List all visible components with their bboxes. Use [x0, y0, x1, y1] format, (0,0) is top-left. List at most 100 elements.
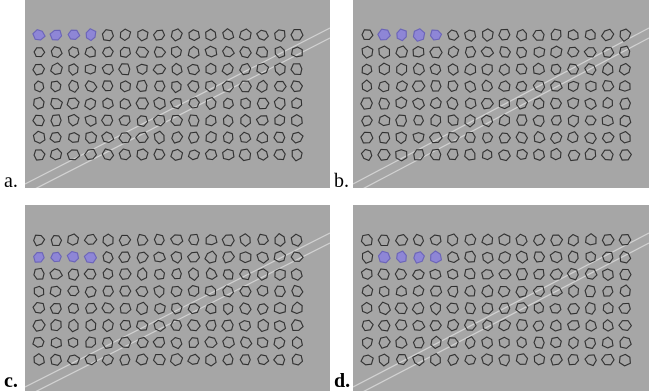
outlined-shape [412, 97, 425, 111]
outlined-shape [238, 80, 252, 93]
outlined-shape [273, 131, 286, 143]
outlined-shape [464, 29, 477, 42]
outlined-shape [171, 62, 183, 76]
outlined-shape [137, 29, 149, 42]
outlined-shape [446, 96, 459, 110]
outlined-shape [135, 97, 150, 110]
outlined-shape [532, 62, 545, 75]
outlined-shape [238, 148, 252, 162]
outlined-shape [584, 132, 597, 145]
outlined-shape [361, 29, 374, 41]
outlined-shape [430, 353, 441, 367]
outlined-shape [274, 285, 286, 298]
outlined-shape [378, 301, 391, 316]
highlighted-shape [49, 29, 63, 41]
outlined-shape [481, 79, 493, 92]
outlined-shape [274, 62, 286, 76]
outlined-shape [447, 285, 459, 298]
outlined-shape [550, 147, 562, 161]
outlined-shape [429, 302, 441, 316]
outlined-shape [377, 234, 390, 247]
outlined-shape [273, 250, 286, 263]
outlined-shape [516, 319, 529, 331]
outlined-shape [481, 336, 493, 350]
outlined-shape [221, 62, 234, 76]
outlined-shape [532, 29, 545, 41]
outlined-shape [413, 114, 424, 126]
outlined-shape [171, 267, 182, 280]
outlined-shape [619, 28, 632, 42]
outlined-shape [584, 63, 597, 76]
outlined-shape [33, 47, 46, 58]
outlined-shape [205, 267, 218, 280]
outlined-shape [482, 132, 494, 144]
outlined-shape [153, 251, 166, 263]
outlined-shape [532, 80, 546, 93]
outlined-shape [239, 251, 252, 264]
outlined-shape [533, 233, 546, 247]
outlined-shape [32, 319, 46, 332]
outlined-shape [153, 46, 167, 58]
outlined-shape [567, 250, 579, 264]
outlined-shape [118, 115, 131, 127]
outlined-shape [50, 114, 62, 127]
outlined-shape [584, 337, 597, 349]
outlined-shape [135, 320, 149, 331]
outlined-shape [135, 46, 150, 58]
outlined-shape [498, 28, 511, 41]
outlined-shape [222, 131, 234, 144]
outlined-shape [447, 251, 460, 264]
outlined-shape [170, 114, 183, 126]
outlined-shape [532, 97, 545, 110]
highlighted-shape [85, 28, 97, 42]
outlined-shape [585, 319, 597, 332]
outlined-shape [395, 335, 408, 349]
outlined-shape [481, 269, 494, 280]
outlined-shape [360, 354, 374, 366]
outlined-shape [568, 284, 580, 298]
outlined-shape [255, 115, 269, 126]
outlined-shape [171, 131, 184, 144]
outlined-shape [585, 80, 597, 93]
outlined-shape [222, 336, 235, 349]
outlined-shape [619, 149, 632, 161]
outlined-shape [377, 148, 391, 161]
outlined-shape [498, 132, 511, 144]
outlined-shape [447, 318, 460, 332]
outlined-shape [619, 268, 632, 281]
highlighted-shape [377, 28, 391, 41]
outlined-shape [256, 131, 268, 144]
outlined-shape [291, 97, 303, 109]
outlined-shape [602, 302, 614, 315]
outlined-shape [602, 286, 614, 297]
outlined-shape [618, 62, 631, 76]
outlined-shape [515, 285, 528, 298]
outlined-shape [601, 336, 614, 349]
panel-d-streak [363, 242, 649, 391]
outlined-shape [600, 149, 614, 161]
outlined-shape [84, 148, 97, 161]
outlined-shape [567, 80, 580, 92]
outlined-shape [188, 233, 200, 246]
panel-b [353, 0, 649, 188]
outlined-shape [135, 131, 149, 144]
outlined-shape [50, 46, 63, 59]
outlined-shape [481, 302, 494, 315]
outlined-shape [601, 62, 614, 76]
outlined-shape [567, 233, 579, 247]
highlighted-shape [429, 29, 443, 41]
outlined-shape [102, 46, 114, 58]
outlined-shape [498, 233, 511, 246]
outlined-shape [619, 250, 632, 264]
outlined-shape [222, 251, 235, 264]
outlined-shape [619, 97, 631, 110]
outlined-shape [50, 80, 62, 93]
outlined-shape [602, 96, 613, 109]
outlined-shape [152, 336, 166, 348]
outlined-shape [567, 63, 580, 75]
outlined-shape [170, 285, 183, 298]
outlined-shape [361, 284, 374, 297]
outlined-shape [257, 337, 269, 349]
outlined-shape [101, 336, 114, 350]
outlined-shape [429, 46, 443, 59]
